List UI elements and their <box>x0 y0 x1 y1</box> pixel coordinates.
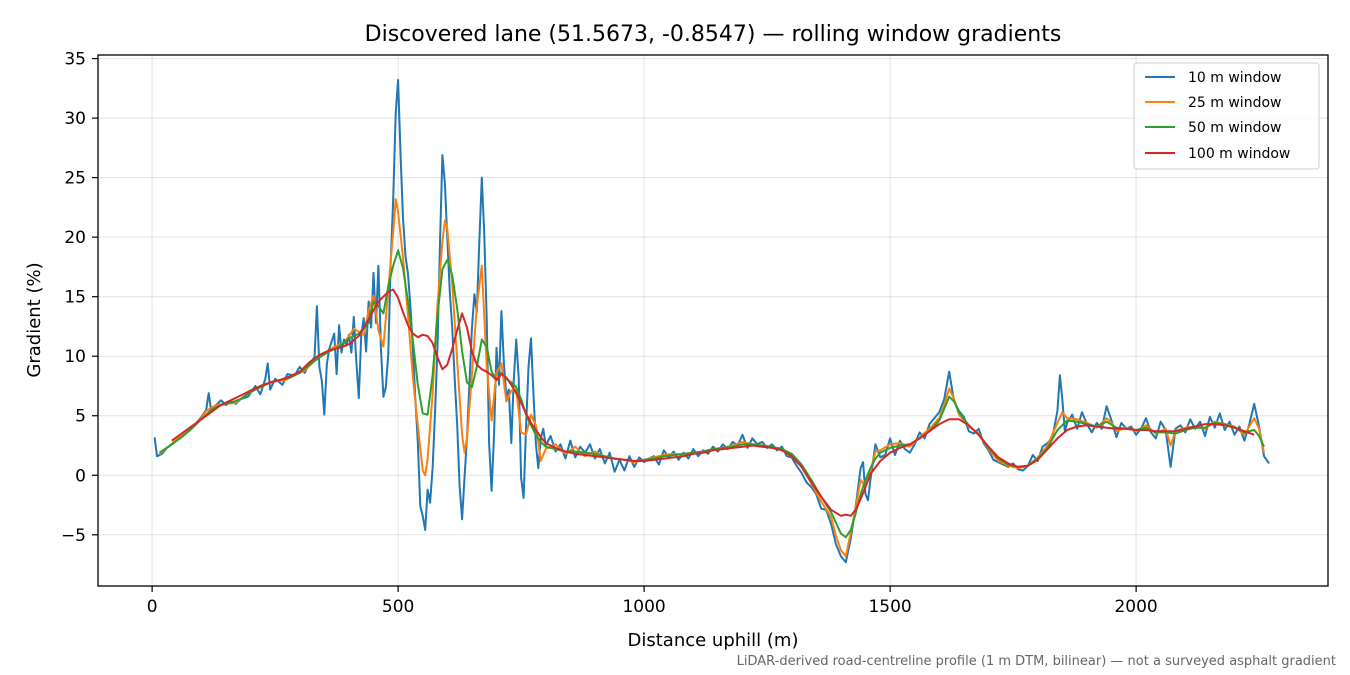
legend-label-100m: 100 m window <box>1188 146 1290 162</box>
x-tick-label: 2000 <box>1114 597 1157 617</box>
y-axis-ticks: −5 0 5 10 15 20 25 30 35 <box>61 50 98 546</box>
y-axis-label: Gradient (%) <box>24 262 45 377</box>
y-tick-label: 0 <box>75 466 86 486</box>
y-tick-label: −5 <box>61 526 86 546</box>
legend-box <box>1133 62 1320 170</box>
y-tick-label: 30 <box>64 109 86 129</box>
y-tick-label: 25 <box>64 169 86 189</box>
x-tick-label: 1000 <box>622 597 665 617</box>
y-tick-label: 10 <box>64 347 86 367</box>
chart-title: Discovered lane (51.5673, -0.8547) — rol… <box>365 22 1062 47</box>
x-tick-label: 1500 <box>868 597 911 617</box>
legend-label-50m: 50 m window <box>1188 120 1281 136</box>
legend-label-25m: 25 m window <box>1188 95 1281 111</box>
legend-label-10m: 10 m window <box>1188 70 1281 86</box>
y-tick-label: 5 <box>75 407 86 427</box>
legend: 10 m window 25 m window 50 m window 100 … <box>1133 62 1320 170</box>
x-axis-label: Distance uphill (m) <box>628 630 799 651</box>
grid-lines <box>98 55 1328 586</box>
series-line-3 <box>171 288 1255 517</box>
footnote: LiDAR-derived road-centreline profile (1… <box>737 654 1336 669</box>
series-lines <box>153 79 1270 564</box>
y-tick-label: 35 <box>64 50 86 70</box>
series-line-1 <box>158 198 1265 558</box>
x-tick-label: 0 <box>147 597 158 617</box>
x-tick-label: 500 <box>382 597 414 617</box>
plot-frame <box>97 54 1329 587</box>
y-tick-label: 15 <box>64 288 86 308</box>
x-axis-ticks: 0 500 1000 1500 2000 <box>147 586 1158 617</box>
y-tick-label: 20 <box>64 228 86 248</box>
